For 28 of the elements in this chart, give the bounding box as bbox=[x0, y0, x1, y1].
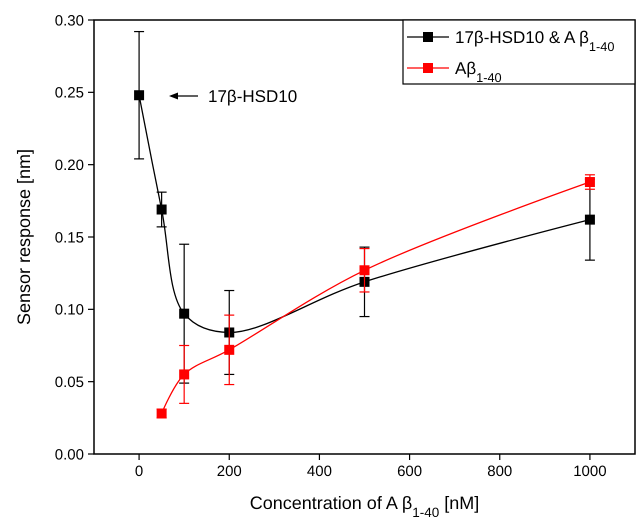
point bbox=[584, 214, 595, 225]
point bbox=[584, 177, 595, 188]
y-tick-label: 0.20 bbox=[54, 156, 84, 174]
annotation: 17β-HSD10 bbox=[208, 86, 298, 106]
y-tick-label: 0.05 bbox=[54, 374, 84, 391]
point bbox=[179, 308, 190, 319]
point bbox=[156, 204, 167, 215]
x-tick-label: 0 bbox=[134, 463, 144, 480]
point bbox=[134, 90, 144, 100]
x-tick-label: 400 bbox=[306, 463, 332, 480]
y-tick-label: 0.30 bbox=[54, 12, 84, 30]
x-tick-label: 1000 bbox=[573, 463, 607, 480]
legend-label: 17β-HSD10 & A β$_{1-40}$ bbox=[455, 28, 614, 54]
y-tick-label: 0.10 bbox=[54, 302, 84, 319]
legend-label: Aβ$_{1-40}$ bbox=[455, 58, 502, 84]
x-tick-label: 200 bbox=[216, 463, 242, 480]
y-tick-label: 0.25 bbox=[54, 84, 84, 102]
point bbox=[156, 408, 167, 418]
point bbox=[179, 369, 190, 380]
y-tick-label: 0.15 bbox=[54, 229, 84, 246]
x-tick-label: 800 bbox=[487, 463, 512, 480]
point bbox=[360, 265, 370, 276]
x-tick-label: 600 bbox=[397, 463, 422, 480]
point bbox=[360, 276, 370, 287]
x-axis-title: Concentration of A β$_{1-40}$ [nM] bbox=[250, 493, 480, 517]
y-tick-label: 0.00 bbox=[54, 446, 84, 464]
point bbox=[224, 344, 234, 355]
y-axis-title: Sensor response [nm] bbox=[14, 148, 34, 326]
